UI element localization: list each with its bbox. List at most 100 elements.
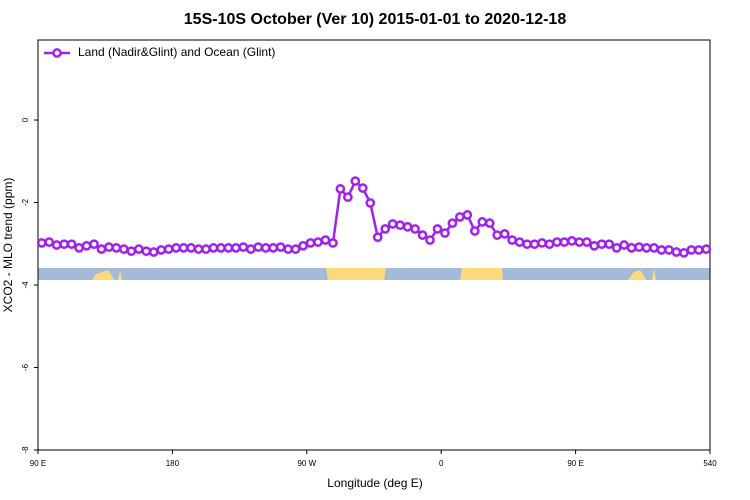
land-patch bbox=[118, 270, 122, 280]
data-point bbox=[268, 243, 279, 253]
data-point bbox=[634, 242, 644, 252]
data-point bbox=[201, 244, 211, 254]
x-tick-label: 90 E bbox=[30, 459, 46, 468]
data-point bbox=[522, 239, 532, 250]
y-tick-label: -2 bbox=[21, 198, 30, 206]
data-point bbox=[380, 224, 391, 234]
data-point bbox=[59, 239, 69, 250]
data-point bbox=[36, 238, 47, 248]
data-point bbox=[686, 245, 697, 255]
data-point bbox=[313, 237, 323, 247]
data-point bbox=[619, 240, 629, 250]
data-point bbox=[163, 244, 174, 254]
data-point bbox=[432, 224, 443, 234]
land-patch bbox=[460, 268, 503, 280]
data-point bbox=[320, 235, 331, 245]
data-point bbox=[171, 243, 181, 253]
data-point bbox=[529, 239, 540, 250]
data-point bbox=[559, 237, 570, 247]
data-point bbox=[365, 198, 376, 208]
data-point bbox=[343, 192, 353, 203]
data-point bbox=[552, 237, 562, 247]
data-point bbox=[395, 220, 405, 231]
data-point bbox=[372, 232, 383, 243]
data-point bbox=[216, 243, 226, 253]
data-point bbox=[119, 244, 129, 254]
data-point bbox=[537, 238, 547, 248]
data-point bbox=[656, 245, 667, 255]
land-patch bbox=[628, 270, 646, 280]
data-point bbox=[245, 244, 256, 254]
data-point bbox=[260, 243, 271, 253]
x-axis-label: Longitude (deg E) bbox=[327, 476, 422, 490]
data-point bbox=[440, 228, 450, 238]
data-point bbox=[51, 240, 62, 250]
data-point bbox=[89, 239, 99, 250]
data-point bbox=[693, 245, 704, 255]
data-point bbox=[81, 240, 92, 251]
data-point bbox=[335, 184, 346, 194]
data-point bbox=[290, 244, 301, 254]
data-point bbox=[231, 243, 241, 253]
legend-marker bbox=[52, 48, 62, 58]
data-point bbox=[253, 242, 264, 252]
data-point bbox=[507, 235, 517, 245]
data-point bbox=[604, 239, 615, 250]
data-point bbox=[679, 247, 689, 258]
data-point bbox=[186, 243, 196, 253]
data-point bbox=[567, 236, 577, 246]
data-point bbox=[141, 246, 152, 257]
data-point bbox=[350, 176, 361, 186]
data-point bbox=[156, 245, 167, 255]
legend-label: Land (Nadir&Glint) and Ocean (Glint) bbox=[78, 45, 275, 59]
land-ocean-strip bbox=[38, 268, 710, 280]
y-axis-label: XCO2 - MLO trend (ppm) bbox=[1, 178, 15, 313]
data-point bbox=[275, 242, 286, 252]
data-point bbox=[596, 239, 607, 250]
data-point bbox=[455, 212, 465, 222]
data-point bbox=[574, 237, 585, 247]
data-point bbox=[611, 243, 622, 253]
data-point bbox=[387, 219, 398, 229]
y-tick-label: -4 bbox=[21, 281, 30, 289]
data-point bbox=[589, 240, 600, 251]
x-tick-label: 90 W bbox=[297, 459, 316, 468]
data-point bbox=[74, 243, 84, 253]
y-tick-label: 0 bbox=[21, 117, 30, 122]
x-tick-label: 180 bbox=[166, 459, 180, 468]
x-tick-label: 0 bbox=[439, 459, 444, 468]
data-point bbox=[447, 218, 458, 228]
data-point bbox=[671, 247, 682, 257]
data-point bbox=[626, 243, 637, 253]
data-point bbox=[544, 239, 555, 250]
data-point bbox=[223, 243, 234, 253]
land-patch bbox=[326, 268, 386, 280]
data-point bbox=[402, 222, 413, 232]
data-point bbox=[104, 242, 114, 252]
data-point bbox=[701, 244, 712, 254]
data-point bbox=[66, 239, 77, 250]
data-point bbox=[193, 244, 204, 254]
data-point bbox=[298, 240, 308, 251]
data-point bbox=[514, 237, 525, 247]
data-point bbox=[425, 235, 435, 245]
data-point bbox=[328, 238, 338, 248]
data-point bbox=[96, 244, 107, 254]
land-patch bbox=[652, 268, 656, 280]
chart-title: 15S-10S October (Ver 10) 2015-01-01 to 2… bbox=[184, 11, 567, 28]
land-patch bbox=[92, 270, 114, 280]
data-point bbox=[283, 244, 293, 254]
data-point bbox=[410, 224, 420, 234]
data-point bbox=[44, 237, 55, 247]
data-point bbox=[238, 242, 249, 252]
data-point bbox=[133, 244, 144, 254]
data-point bbox=[477, 217, 488, 227]
data-point bbox=[126, 246, 137, 257]
data-point bbox=[499, 229, 510, 239]
data-point bbox=[208, 243, 219, 253]
data-point bbox=[462, 210, 473, 220]
data-point bbox=[469, 226, 480, 236]
x-tick-label: 90 E bbox=[567, 459, 583, 468]
data-point bbox=[664, 245, 674, 255]
